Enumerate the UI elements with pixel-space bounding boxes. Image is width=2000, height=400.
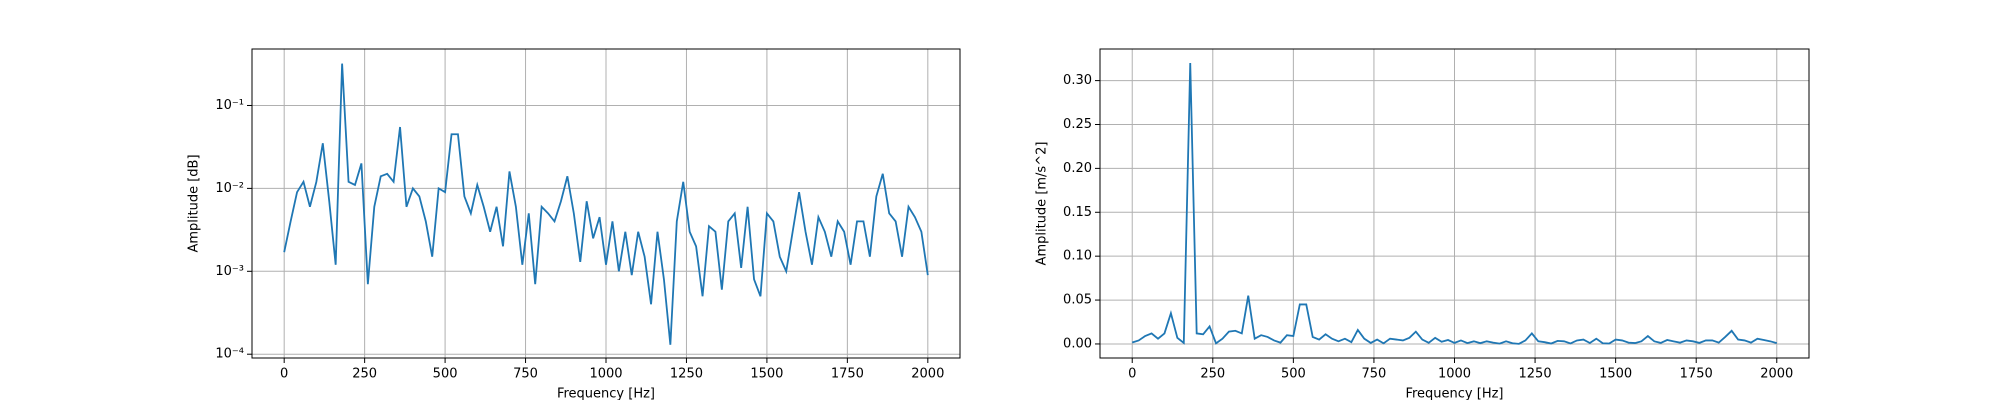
y-tick-label: 10⁻¹ xyxy=(215,98,244,113)
line xyxy=(1131,63,1778,345)
x-tick-label: 0 xyxy=(280,367,288,382)
x-tick-label: 1000 xyxy=(589,367,622,382)
x-tick-label: 250 xyxy=(352,367,377,382)
y-tick-label: 0.15 xyxy=(1063,205,1092,220)
y-tick-label: 0.25 xyxy=(1063,117,1092,132)
x-tick-label: 1750 xyxy=(1680,367,1713,382)
x-tick-label: 500 xyxy=(1281,367,1306,382)
axes: 0 250 500 750 1000 1250 1500 1750 2000 0.00 0.05 0.… xyxy=(1035,48,1810,400)
x-tick-label: 1000 xyxy=(1438,367,1471,382)
y-tick-label: 0.05 xyxy=(1063,293,1092,308)
y-axis-label: Amplitude [dB] xyxy=(187,154,202,252)
x-tick-label: 1750 xyxy=(831,367,864,382)
y-tick-label: 10⁻² xyxy=(215,181,244,196)
x-tick-label: 250 xyxy=(1200,367,1225,382)
axes-frame xyxy=(1099,48,1810,359)
x-tick-label: 1500 xyxy=(1599,367,1632,382)
x-tick-label: 1250 xyxy=(1519,367,1552,382)
x-tick-label: 2000 xyxy=(1760,367,1793,382)
x-axis-label: Frequency [Hz] xyxy=(557,387,655,400)
y-tick-label: 0.30 xyxy=(1063,73,1092,88)
x-tick-label: 1250 xyxy=(670,367,703,382)
x-axis-label: Frequency [Hz] xyxy=(1405,387,1503,400)
y-tick-label: 0.00 xyxy=(1063,336,1092,351)
y-tick-label: 10⁻⁴ xyxy=(215,347,244,362)
x-tick-label: 750 xyxy=(1362,367,1387,382)
y-tick-label: 0.10 xyxy=(1063,249,1092,264)
line xyxy=(283,63,929,345)
x-tick-label: 750 xyxy=(513,367,538,382)
axes: 0 250 500 750 1000 1250 1500 1750 2000 10⁻⁴ 10⁻³ 10… xyxy=(187,48,961,400)
x-tick-label: 2000 xyxy=(911,367,944,382)
x-tick-label: 0 xyxy=(1128,367,1136,382)
axes-frame xyxy=(251,48,961,359)
y-tick-label: 0.20 xyxy=(1063,161,1092,176)
x-tick-label: 1500 xyxy=(750,367,783,382)
x-tick-label: 500 xyxy=(433,367,458,382)
y-axis-label: Amplitude [m/s^2] xyxy=(1035,142,1050,266)
y-tick-label: 10⁻³ xyxy=(215,264,244,279)
